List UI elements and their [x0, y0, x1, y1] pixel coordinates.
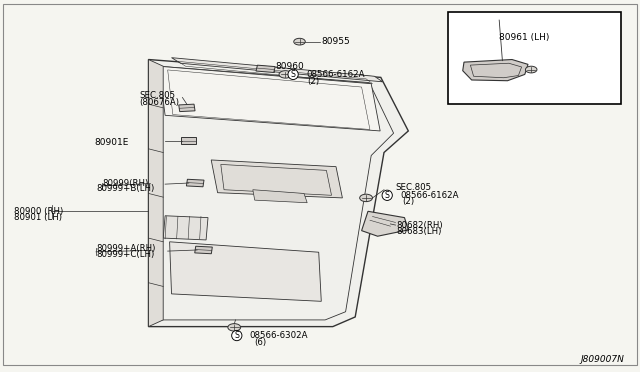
Polygon shape	[463, 60, 528, 81]
Text: 80683(LH): 80683(LH)	[397, 227, 442, 236]
Text: 80999+A(RH): 80999+A(RH)	[96, 244, 156, 253]
Text: 80961 (LH): 80961 (LH)	[499, 33, 550, 42]
Polygon shape	[211, 160, 342, 198]
Polygon shape	[148, 60, 163, 327]
Text: 80955: 80955	[321, 37, 350, 46]
Text: 80999(RH): 80999(RH)	[102, 179, 148, 187]
Text: 80901E: 80901E	[95, 138, 129, 147]
Text: S: S	[385, 191, 390, 200]
Text: 80999+B(LH): 80999+B(LH)	[96, 185, 154, 193]
Text: 08566-6162A: 08566-6162A	[400, 191, 458, 200]
Text: (80676A): (80676A)	[140, 98, 179, 107]
Text: 80999+C(LH): 80999+C(LH)	[96, 250, 154, 259]
Text: 80960: 80960	[275, 62, 304, 71]
Polygon shape	[163, 216, 208, 240]
Circle shape	[228, 324, 241, 331]
Bar	[256, 65, 275, 73]
Polygon shape	[170, 242, 321, 301]
Circle shape	[525, 66, 537, 73]
Bar	[448, 12, 621, 104]
Text: (2): (2)	[307, 77, 319, 86]
Text: SEC.805: SEC.805	[140, 92, 175, 100]
Bar	[179, 104, 195, 112]
Bar	[181, 137, 196, 144]
Polygon shape	[148, 60, 408, 327]
Text: 08566-6302A: 08566-6302A	[250, 331, 308, 340]
Text: (6): (6)	[255, 338, 267, 347]
Polygon shape	[172, 58, 383, 82]
Circle shape	[279, 71, 292, 78]
Text: (2): (2)	[402, 197, 414, 206]
Bar	[186, 179, 204, 187]
Text: SEC.805: SEC.805	[396, 183, 431, 192]
Text: J809007N: J809007N	[580, 355, 624, 364]
Polygon shape	[253, 190, 307, 203]
Circle shape	[294, 38, 305, 45]
Circle shape	[360, 194, 372, 202]
Text: S: S	[291, 70, 296, 79]
Text: S: S	[234, 331, 239, 340]
Polygon shape	[362, 211, 408, 236]
Bar	[195, 246, 212, 254]
Text: 08566-6162A: 08566-6162A	[306, 70, 364, 79]
Text: 80901 (LH): 80901 (LH)	[14, 213, 62, 222]
Polygon shape	[159, 66, 380, 131]
Text: 80900 (RH): 80900 (RH)	[14, 207, 63, 216]
Text: 80682(RH): 80682(RH)	[397, 221, 444, 230]
